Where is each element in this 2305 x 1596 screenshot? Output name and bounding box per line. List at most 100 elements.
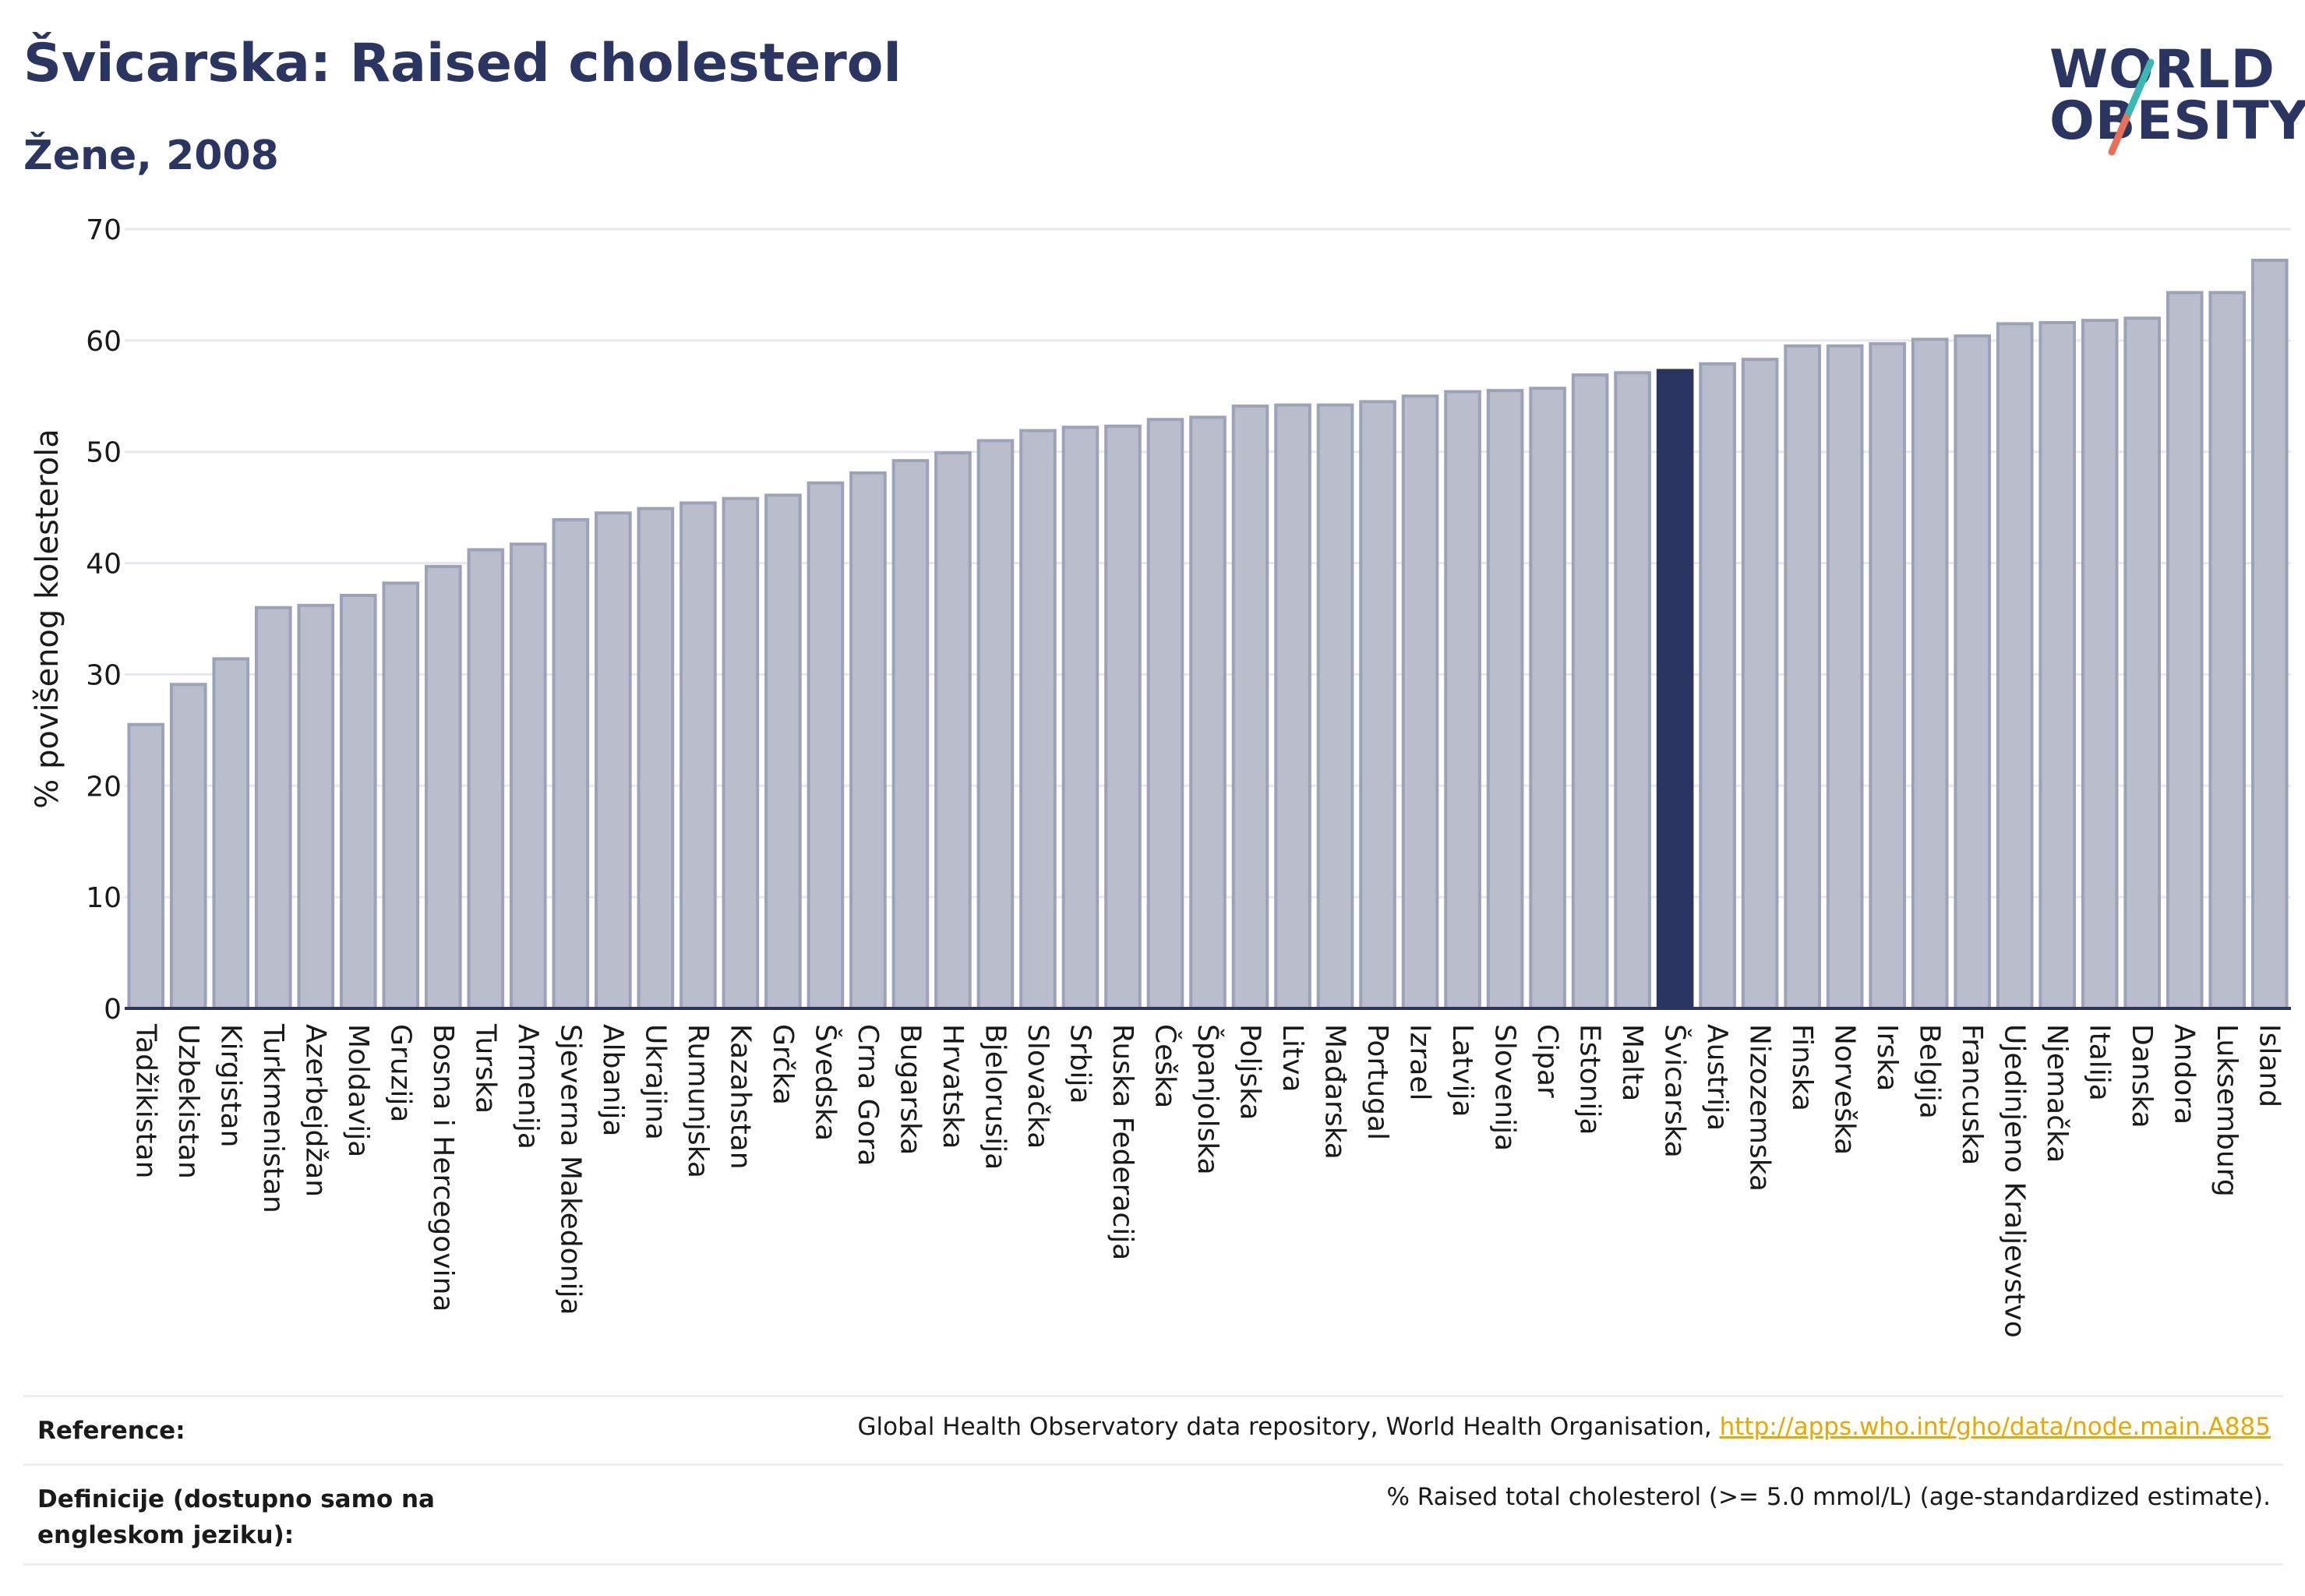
bar	[1741, 358, 1779, 1010]
x-tick-label: Francuska	[1956, 1024, 1988, 1165]
x-tick-label: Azerbejdžan	[299, 1024, 331, 1197]
reference-label: Reference:	[37, 1417, 185, 1445]
bar	[722, 496, 760, 1010]
bar	[2081, 319, 2119, 1010]
reference-value: Global Health Observatory data repositor…	[858, 1413, 2271, 1441]
x-tick-label: Uzbekistan	[172, 1024, 204, 1179]
bar	[254, 606, 292, 1010]
y-axis-label: % povišenog kolesterola	[30, 429, 65, 808]
x-tick-label: Bugarska	[894, 1024, 926, 1155]
x-tick-label: Norveška	[1829, 1024, 1861, 1155]
x-tick-label: Ruska Federacija	[1107, 1024, 1138, 1260]
bar	[891, 459, 930, 1010]
definition-label: Definicije (dostupno samo na engleskom j…	[37, 1485, 435, 1549]
reference-table: Reference: Global Health Observatory dat…	[23, 1395, 2283, 1566]
bar	[1571, 373, 1609, 1010]
bar	[1699, 362, 1736, 1011]
bar	[340, 594, 377, 1010]
bar	[297, 603, 335, 1010]
bar	[1231, 404, 1269, 1010]
x-tick-label: Švedska	[809, 1024, 842, 1141]
x-tick-label: Nizozemska	[1744, 1024, 1776, 1192]
bar	[1401, 394, 1439, 1010]
bar	[552, 517, 590, 1010]
x-tick-label: Portugal	[1361, 1024, 1393, 1140]
reference-link[interactable]: http://apps.who.int/gho/data/node.main.A…	[1719, 1413, 2271, 1441]
bar	[1529, 387, 1566, 1010]
y-tick-label: 70	[86, 214, 122, 246]
reference-row: Reference: Global Health Observatory dat…	[23, 1395, 2283, 1464]
bar	[212, 657, 250, 1011]
bar	[807, 481, 845, 1010]
bar	[2123, 316, 2162, 1010]
reference-text: Global Health Observatory data repositor…	[857, 1413, 1720, 1441]
x-tick-label: Austrija	[1701, 1024, 1733, 1131]
bar	[2208, 291, 2247, 1010]
x-tick-label: Belgija	[1914, 1024, 1946, 1119]
bar	[1061, 425, 1100, 1010]
y-tick-label: 30	[86, 659, 122, 691]
bar	[169, 683, 207, 1010]
x-tick-label: Kazahstan	[724, 1024, 756, 1170]
x-tick-label: Slovačka	[1022, 1024, 1054, 1149]
x-tick-label: Poljska	[1234, 1024, 1266, 1121]
bar	[510, 542, 547, 1010]
chart-title: Švicarska: Raised cholesterol	[23, 33, 902, 94]
bar	[1444, 390, 1481, 1011]
logo-line-2: OBESITY	[2049, 90, 2305, 152]
y-tick-label: 50	[86, 437, 122, 469]
y-tick-label: 20	[86, 771, 122, 803]
bar	[1486, 389, 1524, 1010]
x-tick-label: Armenija	[512, 1024, 544, 1149]
x-tick-label: Andora	[2169, 1024, 2201, 1125]
logo-slash-icon	[2108, 58, 2155, 156]
bar	[2250, 259, 2289, 1010]
x-tick-label: Kirgistan	[214, 1024, 246, 1147]
bar	[1146, 418, 1184, 1010]
x-tick-label: Cipar	[1531, 1024, 1563, 1098]
bar	[849, 471, 887, 1010]
x-tick-label: Danska	[2126, 1024, 2158, 1128]
bar	[764, 493, 802, 1010]
definition-value: % Raised total cholesterol (>= 5.0 mmol/…	[1386, 1483, 2271, 1511]
definition-row: Definicije (dostupno samo na engleskom j…	[23, 1464, 2283, 1566]
bar	[637, 507, 675, 1010]
bar	[1869, 342, 1906, 1010]
x-tick-label: Izrael	[1404, 1024, 1436, 1101]
x-tick-label: Finska	[1786, 1024, 1818, 1111]
x-tick-label: Tadžikistan	[129, 1023, 161, 1178]
x-tick-label: Mađarska	[1319, 1024, 1351, 1160]
x-tick-label: Bjelorusija	[979, 1024, 1011, 1170]
bar	[1614, 371, 1651, 1010]
world-obesity-logo: WORLD OBESITY	[2026, 31, 2305, 171]
x-tick-label: Hrvatska	[937, 1024, 969, 1149]
x-tick-label: Moldavija	[342, 1024, 374, 1157]
x-tick-label: Albanija	[597, 1024, 629, 1136]
bar	[934, 451, 972, 1010]
x-tick-label: Ujedinjeno Kraljevstvo	[1999, 1024, 2031, 1338]
x-tick-label: Španjolska	[1191, 1024, 1224, 1175]
bar	[1274, 403, 1311, 1010]
x-tick-label: Island	[2254, 1024, 2286, 1107]
x-tick-label: Italija	[2084, 1024, 2116, 1101]
bar	[1656, 369, 1694, 1010]
bar	[2166, 291, 2204, 1010]
x-tick-label: Luksemburg	[2211, 1024, 2243, 1197]
bar	[1316, 403, 1354, 1010]
bar	[1019, 429, 1057, 1010]
bar	[1784, 344, 1821, 1010]
bar	[1911, 337, 1949, 1010]
bar	[976, 439, 1015, 1010]
bar-chart: 0 10 20 30 40 50 60 70 % povišenog kolesterola Ta…	[30, 214, 2291, 1338]
chart-subtitle: Žene, 2008	[23, 132, 279, 179]
x-tick-label: Njemačka	[2041, 1024, 2073, 1163]
x-tick-label: Švicarska	[1659, 1024, 1692, 1158]
x-tick-label: Bosna i Hercegovina	[427, 1024, 459, 1312]
logo-line-1: WORLD	[2049, 39, 2275, 101]
x-tick-label: Grčka	[767, 1024, 799, 1105]
bar	[467, 548, 505, 1010]
x-tick-label: Turska	[469, 1023, 501, 1114]
bar	[595, 511, 632, 1010]
y-tick-label: 10	[86, 882, 122, 914]
bar	[1826, 344, 1864, 1010]
